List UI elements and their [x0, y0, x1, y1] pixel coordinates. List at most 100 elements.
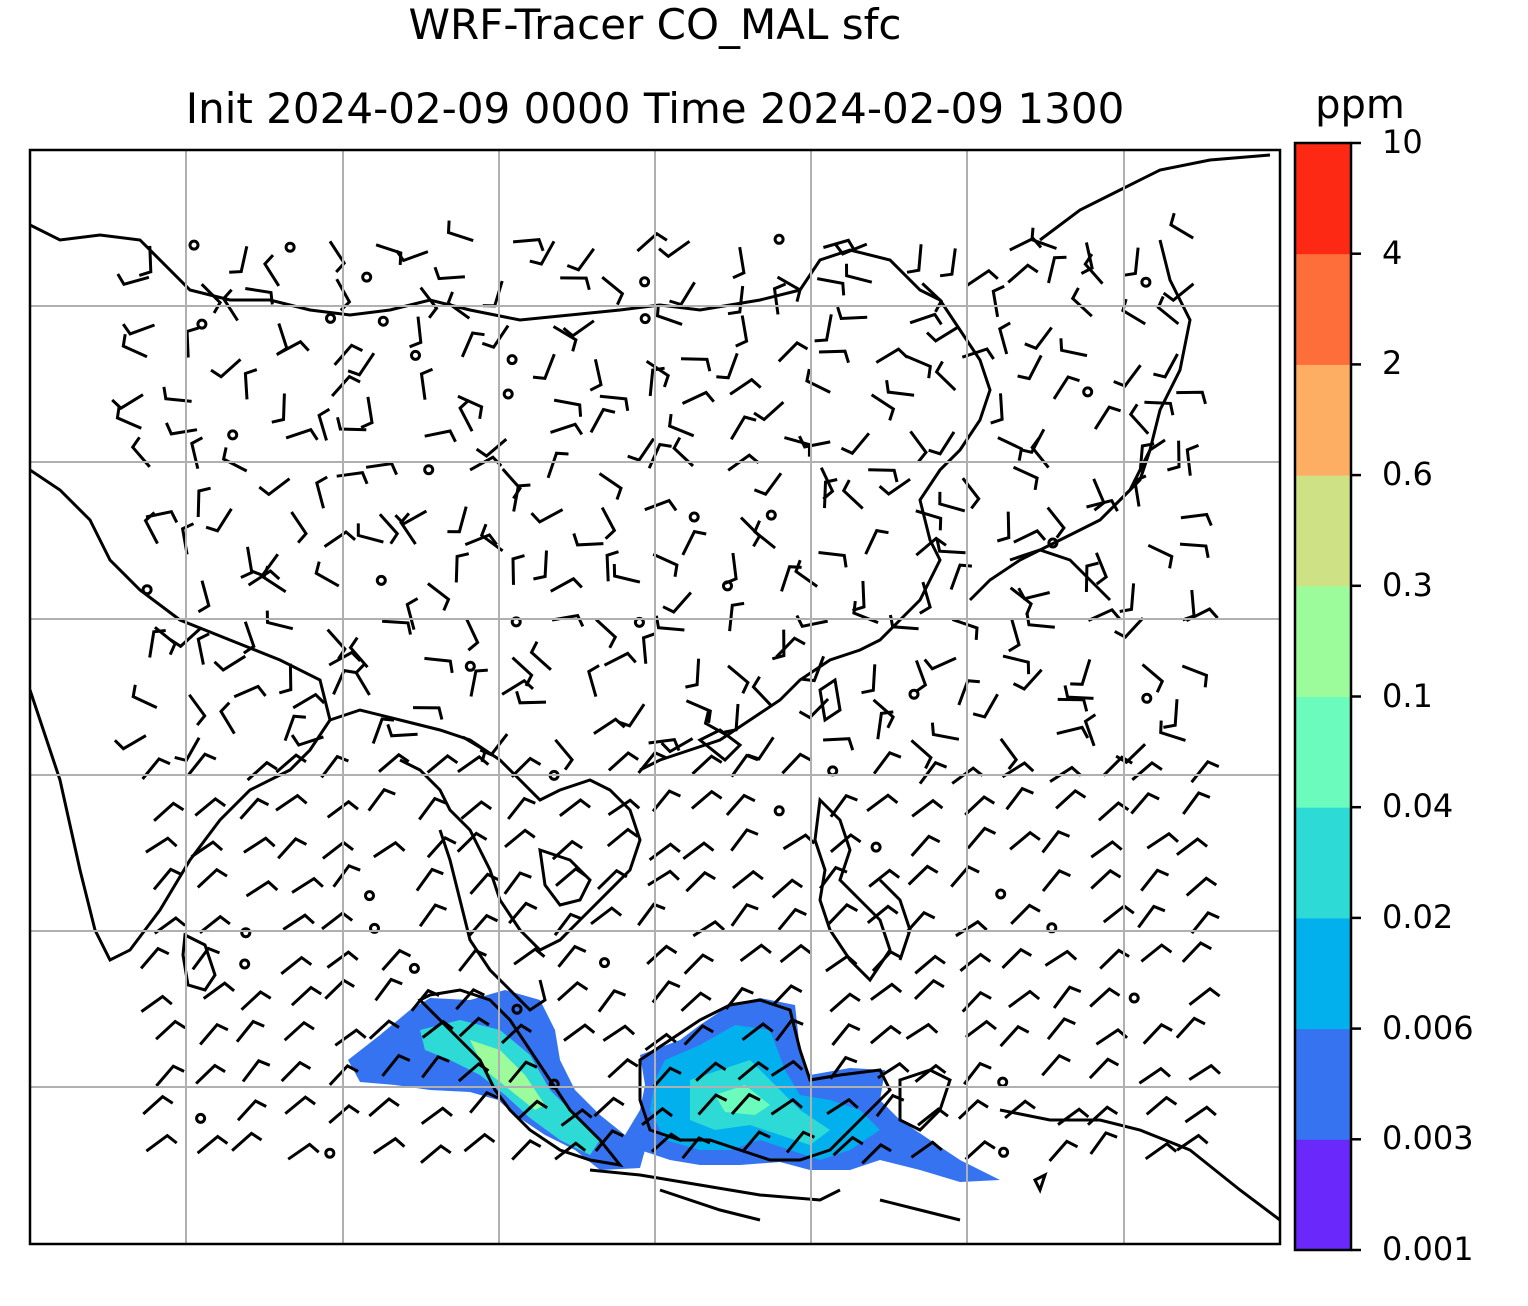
calm-wind-marker	[773, 805, 785, 817]
wind-barb	[321, 911, 354, 931]
wind-barb	[600, 506, 617, 540]
wind-barb	[935, 539, 966, 555]
wind-barb	[1002, 654, 1031, 675]
wind-barb	[1084, 561, 1099, 593]
wind-barb	[1128, 403, 1150, 435]
wind-barb	[280, 955, 313, 975]
wind-barb	[1001, 761, 1035, 779]
wind-barb	[732, 246, 746, 280]
wind-barb	[1070, 287, 1093, 318]
wind-barb	[287, 1142, 320, 1161]
calm-wind-marker	[369, 922, 380, 934]
wind-barb	[915, 509, 943, 531]
wind-barb	[905, 354, 932, 379]
wind-barb	[627, 437, 655, 462]
wind-barb	[1097, 801, 1130, 822]
wind-barb	[829, 833, 862, 853]
wind-barb	[1119, 583, 1136, 613]
wind-barb	[683, 1024, 714, 1046]
wind-barb	[596, 868, 628, 890]
wind-barb	[512, 483, 531, 512]
wind-barb	[532, 353, 556, 381]
wind-barb	[1190, 759, 1220, 784]
wind-barb	[290, 734, 324, 747]
wind-barb	[375, 243, 403, 265]
wind-barb	[905, 1022, 939, 1040]
wind-barb	[554, 1141, 587, 1161]
wind-barb	[1001, 947, 1033, 969]
wind-barb	[277, 837, 308, 860]
wind-barb	[419, 286, 439, 319]
wind-barb	[330, 374, 361, 397]
wind-barb	[1024, 326, 1053, 351]
wind-barb	[672, 436, 695, 468]
colorbar-tick-label: 0.02	[1382, 897, 1454, 936]
wind-barb	[641, 632, 656, 664]
wind-barb	[594, 1129, 624, 1152]
wind-barb	[730, 1092, 761, 1115]
wind-barb	[695, 1061, 727, 1082]
wind-barb	[963, 1061, 992, 1086]
wind-barb	[651, 980, 681, 1004]
wind-barb	[776, 275, 802, 302]
wind-barb	[1190, 911, 1220, 935]
wind-barb	[1140, 868, 1170, 892]
coast-india	[30, 468, 332, 963]
colorbar-segment	[1295, 364, 1351, 476]
colorbar-segment	[1295, 917, 1351, 1030]
wind-barb	[752, 520, 777, 550]
wind-barb	[197, 580, 211, 614]
wind-barb	[236, 1099, 267, 1122]
wind-barb	[533, 550, 548, 581]
wind-barb	[475, 438, 508, 458]
wind-barb	[921, 282, 944, 313]
wind-barb	[381, 1053, 411, 1077]
wind-barb	[870, 982, 903, 1001]
wind-barb	[221, 288, 239, 322]
wind-barb	[961, 990, 992, 1013]
wind-barb	[554, 738, 574, 771]
wind-barb	[832, 1135, 864, 1157]
wind-barb	[680, 357, 712, 372]
map-title-line1: WRF-Tracer CO_MAL sfc	[408, 0, 902, 49]
wind-barb	[875, 347, 909, 364]
wind-barb	[198, 914, 231, 934]
wind-barb	[647, 442, 672, 469]
wind-barb	[115, 405, 142, 430]
colorbar-segment	[1295, 807, 1351, 919]
wind-barb	[1137, 904, 1166, 929]
wind-barb	[964, 1019, 997, 1039]
wind-barb	[479, 523, 504, 553]
wind-barb	[143, 511, 159, 545]
wind-barb	[964, 795, 996, 816]
wind-barb	[336, 471, 369, 485]
wind-barb	[315, 475, 328, 509]
wind-barb	[195, 1063, 226, 1085]
wind-barb	[447, 506, 468, 534]
wind-barb	[823, 737, 855, 751]
wind-barb	[503, 871, 532, 895]
wind-barb	[818, 551, 848, 568]
wind-barb	[1017, 354, 1043, 381]
wind-barb	[290, 511, 308, 544]
wind-barb	[1144, 1141, 1178, 1161]
colorbar-segment	[1295, 1139, 1351, 1251]
wind-barb	[798, 697, 830, 720]
field-sumatra-core2	[470, 1040, 545, 1110]
wind-barb	[155, 1064, 185, 1087]
wind-barb	[456, 831, 488, 853]
wind-barb	[465, 618, 480, 652]
wind-barb	[949, 563, 973, 591]
colorbar-segment	[1295, 1028, 1351, 1140]
wind-barb	[648, 842, 681, 862]
wind-barb	[885, 379, 915, 397]
wind-barb	[258, 477, 291, 497]
wind-barb	[372, 1136, 406, 1155]
wind-barb	[607, 798, 641, 816]
wind-barb	[191, 946, 221, 971]
wind-barb	[875, 1093, 905, 1118]
wind-barb	[1095, 552, 1109, 586]
wind-barb	[917, 1107, 949, 1127]
wind-barb	[680, 991, 712, 1012]
wind-barb	[1030, 436, 1050, 469]
